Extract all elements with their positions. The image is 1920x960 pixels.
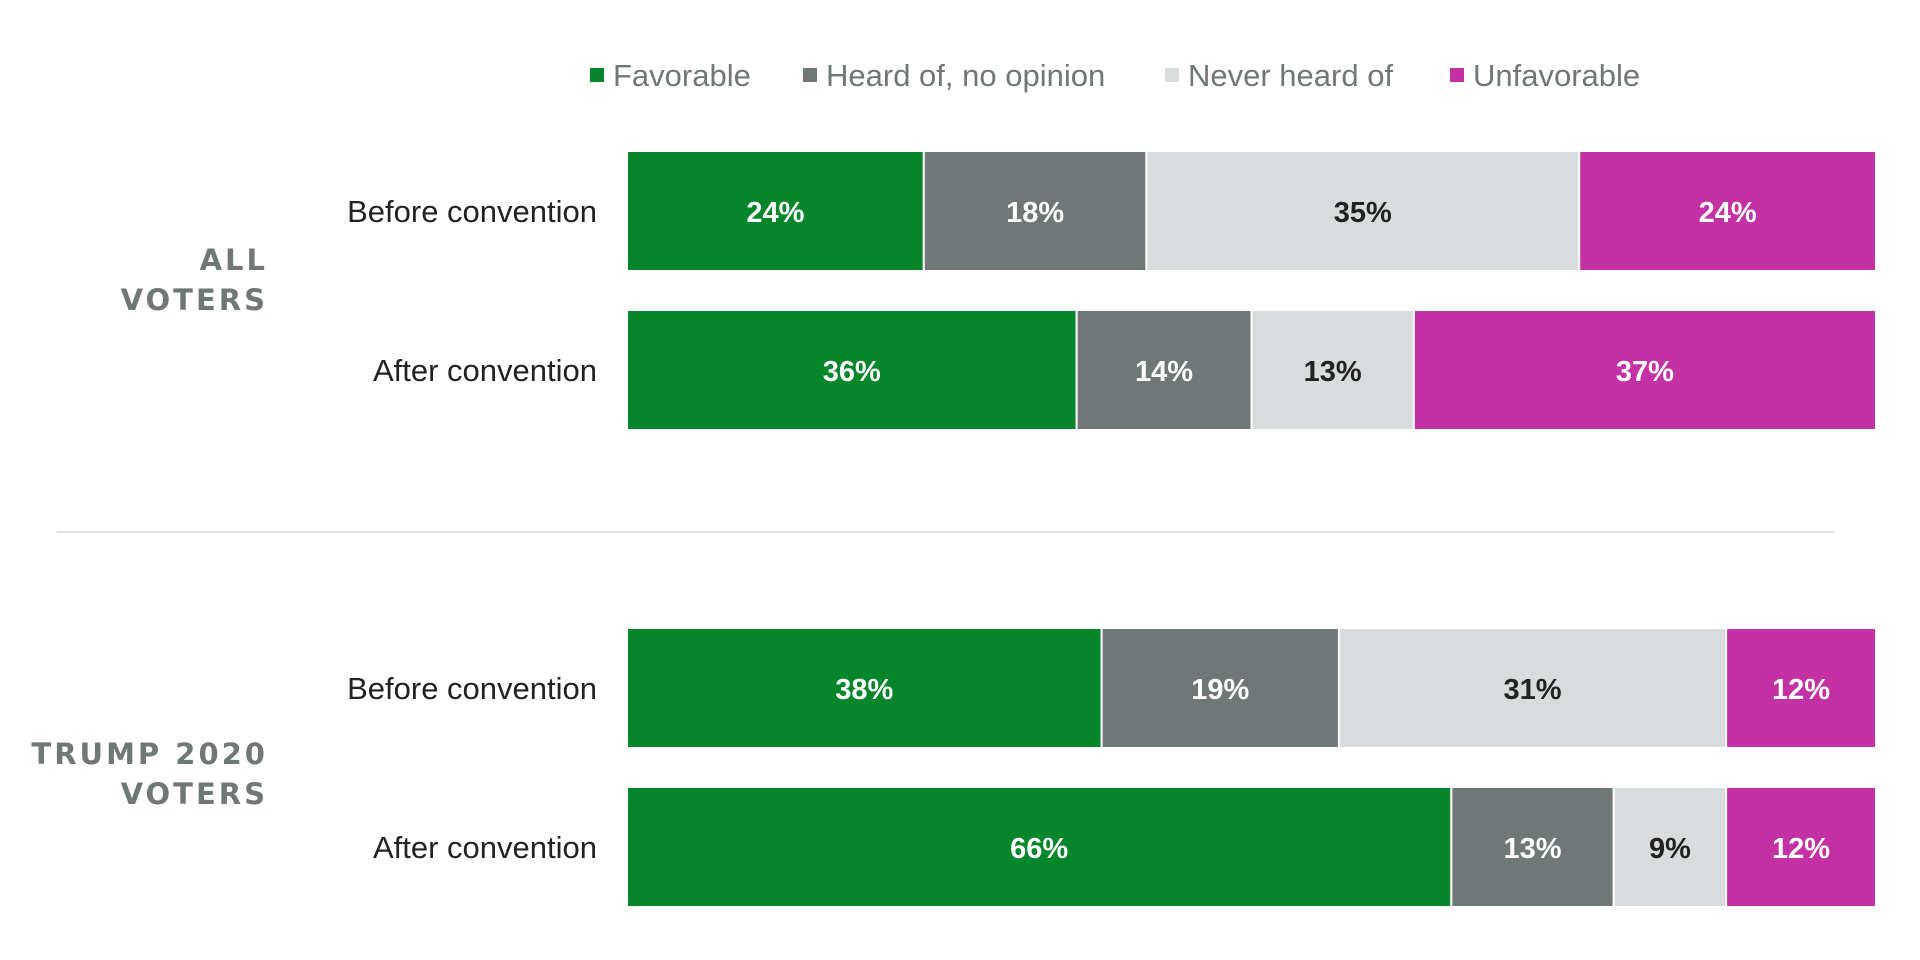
bar-value-label: 13% (1504, 833, 1562, 865)
bar-value-label: 31% (1504, 674, 1562, 706)
bar-row: After convention 36% 14% 13% 37% (373, 309, 1877, 431)
bar-value-label: 12% (1772, 833, 1830, 865)
bar-row: Before convention 24% 18% 35% 24% (347, 150, 1877, 272)
group-label: ALL (200, 243, 268, 277)
bar-row: Before convention 38% 19% 31% 12% (347, 627, 1877, 749)
bar-segment-favorable (626, 786, 1453, 908)
bar-segment-unfavorable (1725, 786, 1877, 908)
legend-swatch-favorable (590, 68, 604, 82)
legend-label-unfavorable: Unfavorable (1473, 58, 1640, 93)
bar-segment-heard-of-no-opinion (1100, 627, 1340, 749)
group-label: TRUMP 2020 (31, 737, 268, 771)
bar-segment-heard-of-no-opinion (1450, 786, 1615, 908)
legend-swatch-never-heard-of (1165, 68, 1179, 82)
bar-segment-favorable (626, 309, 1078, 431)
bar-segment-unfavorable (1725, 627, 1877, 749)
group-label: VOTERS (121, 777, 268, 811)
bar-value-label: 24% (746, 197, 804, 229)
bar-value-label: 37% (1616, 356, 1674, 388)
row-label: After convention (373, 830, 597, 865)
bar-value-label: 9% (1649, 833, 1691, 865)
group-label: VOTERS (121, 283, 268, 317)
bar-segment-heard-of-no-opinion (922, 150, 1148, 272)
bar-segment-favorable (626, 150, 925, 272)
bar-segment-heard-of-no-opinion (1075, 309, 1253, 431)
bar-value-label: 38% (835, 674, 893, 706)
legend-swatch-heard-of-no-opinion (803, 68, 817, 82)
bar-value-label: 12% (1772, 674, 1830, 706)
legend-swatch-unfavorable (1450, 68, 1464, 82)
legend: Favorable Heard of, no opinion Never heard… (590, 58, 1640, 93)
legend-label-never-heard-of: Never heard of (1188, 58, 1393, 93)
row-label: After convention (373, 353, 597, 388)
legend-label-heard-of-no-opinion: Heard of, no opinion (826, 58, 1105, 93)
row-label: Before convention (347, 671, 597, 706)
bar-segment-unfavorable (1412, 309, 1877, 431)
row-label: Before convention (347, 194, 597, 229)
bar-value-label: 24% (1699, 197, 1757, 229)
chart-groups: ALL VOTERS Before convention 24% 18% 35% 24% Af… (31, 150, 1877, 908)
bar-segment-never-heard-of (1250, 309, 1415, 431)
bar-value-label: 14% (1135, 356, 1193, 388)
bar-value-label: 13% (1304, 356, 1362, 388)
group-trump-2020-voters: TRUMP 2020 VOTERS Before convention 38% 19% 3… (31, 627, 1877, 908)
group-all-voters: ALL VOTERS Before convention 24% 18% 35% 24% Af… (121, 150, 1877, 431)
bar-segment-favorable (626, 627, 1103, 749)
legend-label-favorable: Favorable (613, 58, 751, 93)
bar-value-label: 35% (1334, 197, 1392, 229)
bar-value-label: 18% (1006, 197, 1064, 229)
bar-segment-unfavorable (1578, 150, 1877, 272)
bar-value-label: 19% (1191, 674, 1249, 706)
bar-value-label: 66% (1010, 833, 1068, 865)
bar-value-label: 36% (823, 356, 881, 388)
bar-segment-never-heard-of (1145, 150, 1581, 272)
bar-row: After convention 66% 13% 9% 12% (373, 786, 1877, 908)
